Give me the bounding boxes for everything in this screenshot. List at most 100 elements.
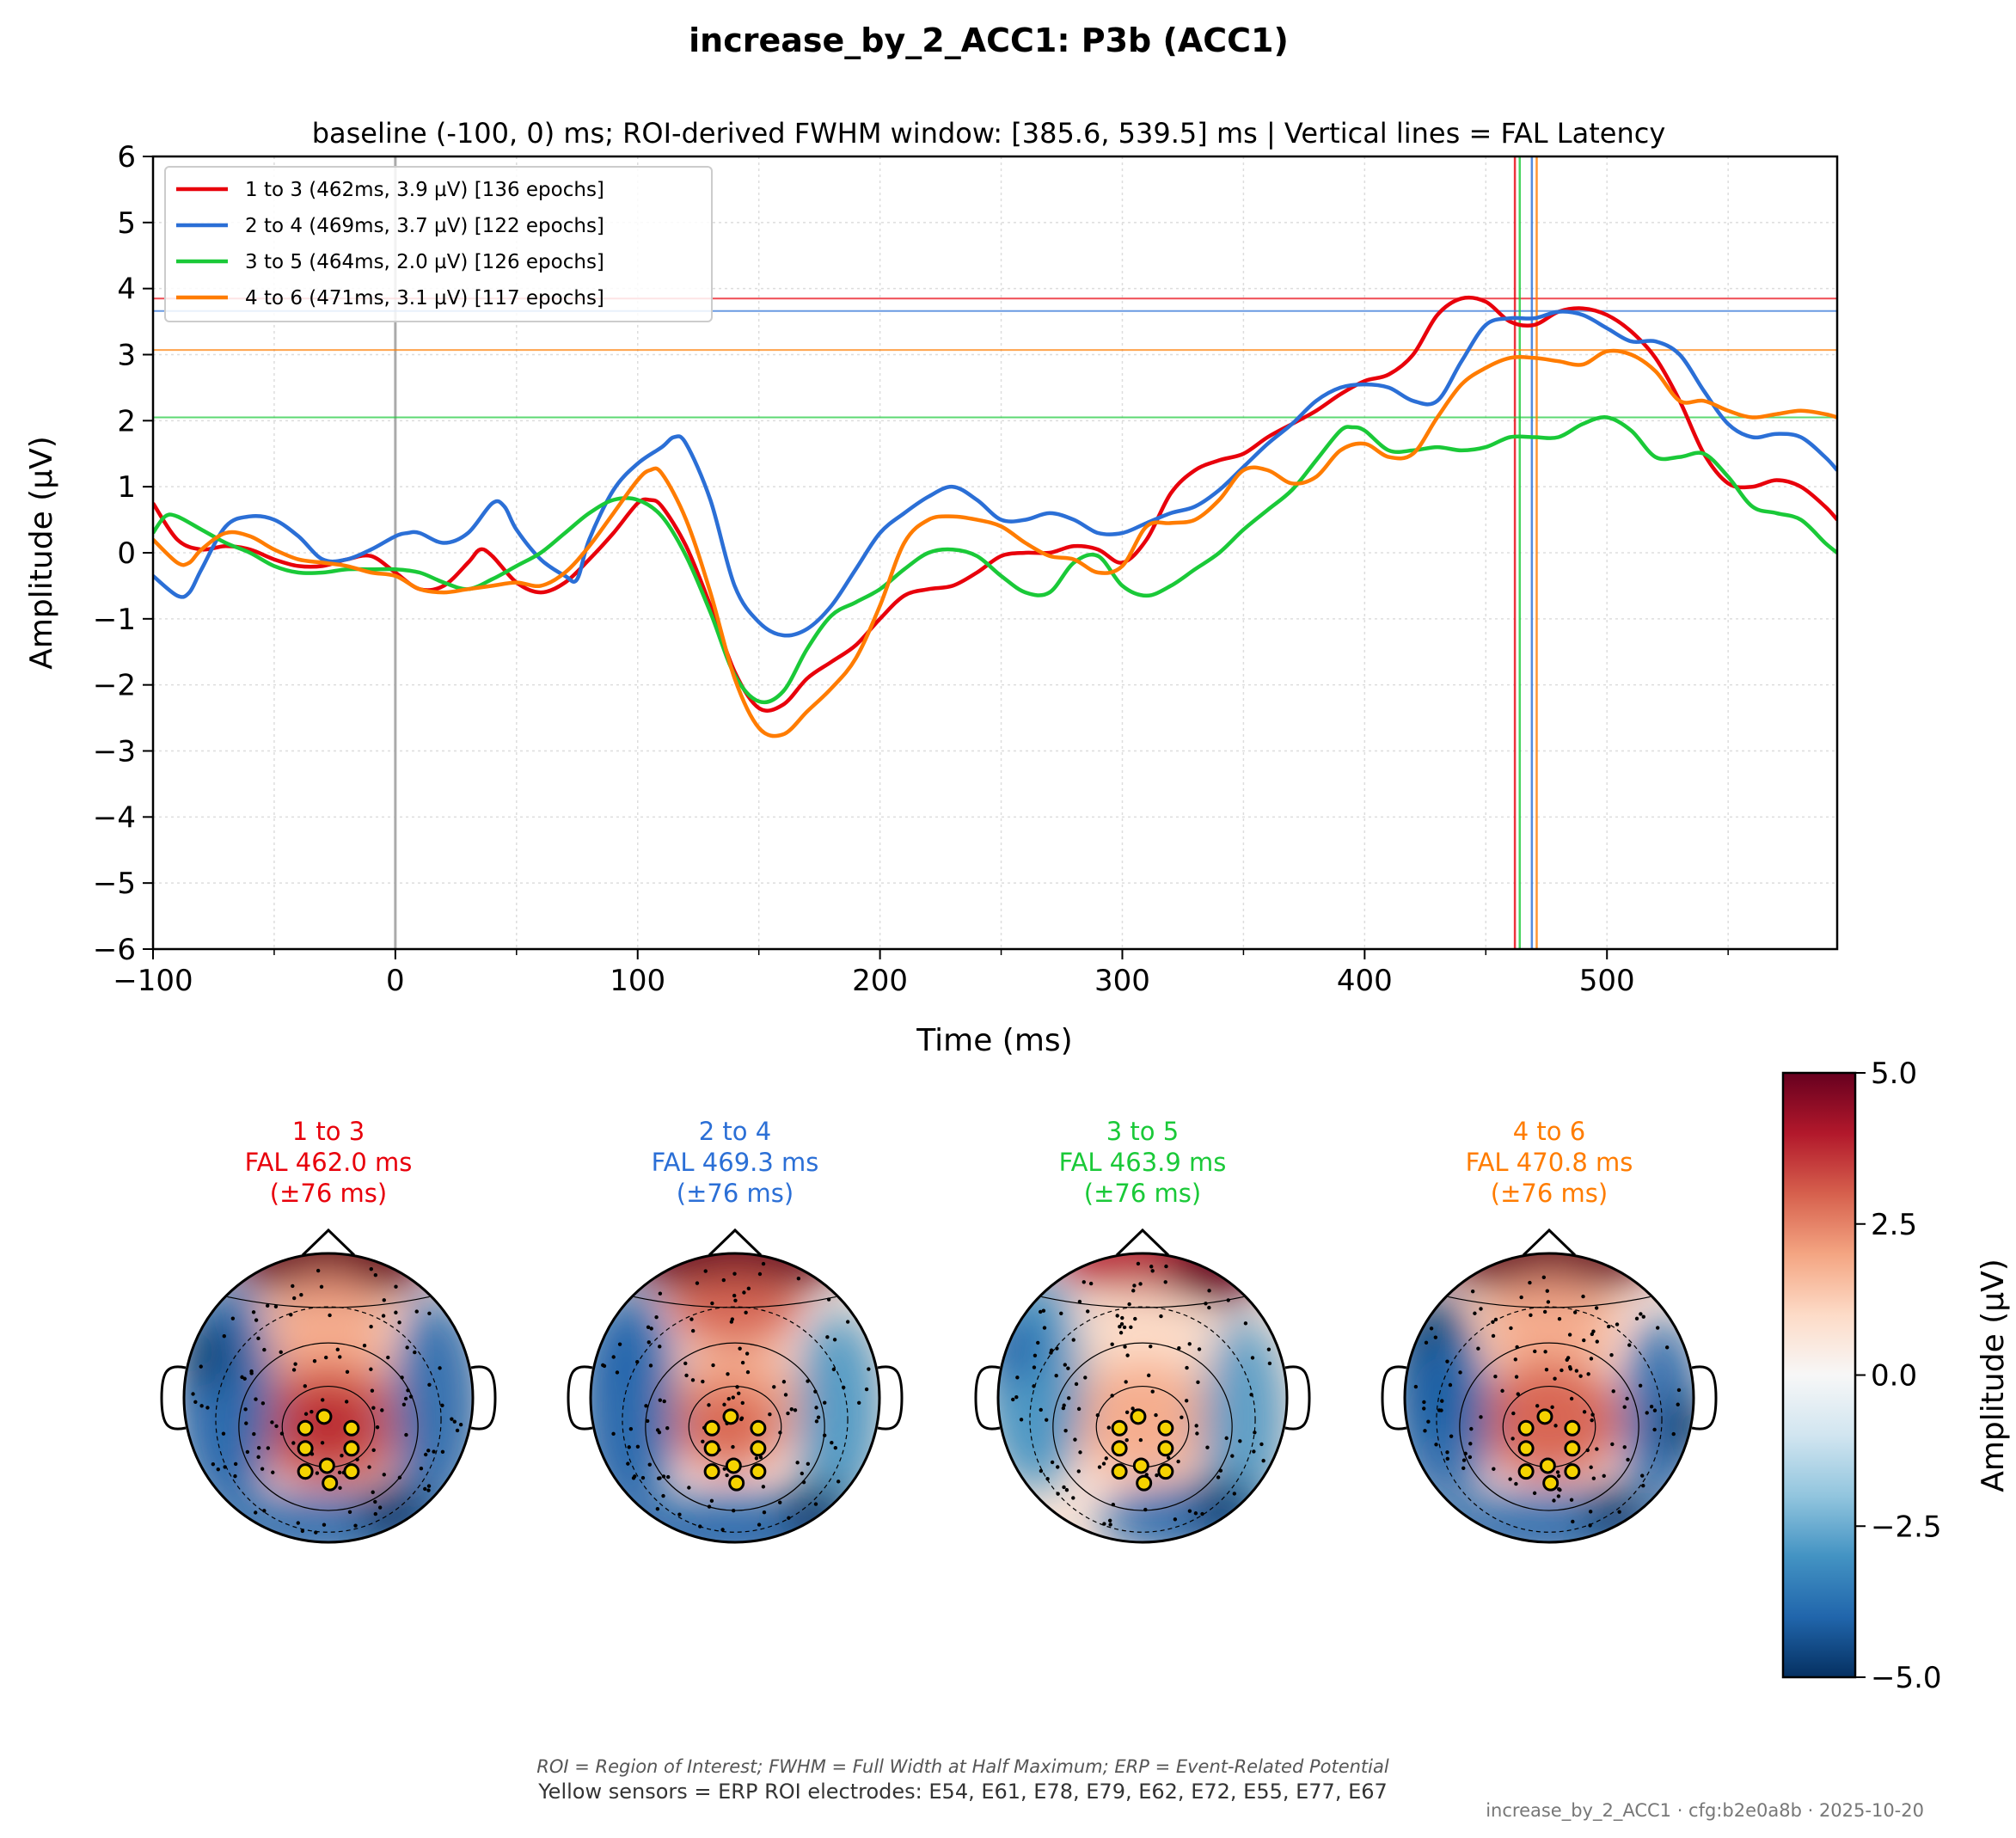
- sensor-dot: [337, 1470, 342, 1475]
- sensor-dot: [1131, 1289, 1136, 1293]
- sensor-dot: [369, 1367, 373, 1371]
- sensor-dot: [677, 1512, 682, 1516]
- sensor-dot: [1041, 1308, 1046, 1313]
- sensor-dot: [262, 1509, 267, 1513]
- sensor-dot: [223, 1465, 227, 1469]
- sensor-dot: [628, 1427, 634, 1431]
- sensor-dot: [1470, 1289, 1475, 1294]
- roi-sensor-marker: [297, 1463, 314, 1480]
- roi-sensor-marker: [1539, 1457, 1556, 1474]
- sensor-dot: [654, 1314, 659, 1320]
- sensor-dot: [626, 1461, 630, 1466]
- roi-sensor-marker: [1517, 1463, 1535, 1480]
- sensor-dot: [732, 1293, 737, 1298]
- sensor-dot: [662, 1399, 666, 1404]
- right-ear-icon: [1284, 1365, 1311, 1431]
- sensor-dot: [1014, 1394, 1019, 1400]
- roi-sensor-marker: [1564, 1463, 1581, 1480]
- sensor-dot: [279, 1350, 283, 1355]
- sensor-dot: [265, 1303, 270, 1308]
- topomap-field: [184, 1253, 473, 1542]
- right-ear-icon: [877, 1365, 904, 1431]
- roi-sensor-marker: [1564, 1419, 1581, 1437]
- sensor-dot: [1216, 1475, 1221, 1480]
- sensor-dot: [726, 1397, 731, 1401]
- left-ear-icon: [160, 1365, 187, 1431]
- sensor-dot: [611, 1431, 616, 1437]
- sensor-dot: [1607, 1324, 1611, 1329]
- sensor-dot: [299, 1292, 303, 1297]
- sensor-dot: [1582, 1410, 1587, 1414]
- roi-sensor-marker: [750, 1440, 767, 1457]
- sensor-dot: [369, 1325, 373, 1329]
- sensor-dot: [1422, 1406, 1426, 1411]
- sensor-dot: [768, 1412, 772, 1417]
- sensor-dot: [1207, 1289, 1211, 1293]
- roi-sensor-marker: [1517, 1419, 1535, 1437]
- sensor-dot: [1063, 1363, 1068, 1367]
- y-tick-label: 4: [117, 273, 136, 307]
- sensor-dot: [1586, 1372, 1590, 1376]
- roi-sensor-marker: [703, 1463, 720, 1480]
- x-tick-label: −100: [113, 964, 193, 998]
- sensor-dot: [631, 1476, 636, 1480]
- sensor-dot: [1173, 1517, 1178, 1522]
- sensor-dot: [452, 1419, 457, 1424]
- sensor-dot: [1119, 1321, 1124, 1326]
- sensor-dot: [1226, 1298, 1230, 1302]
- topomap-field: [591, 1253, 879, 1542]
- sensor-dot: [249, 1371, 254, 1375]
- sensor-dot: [701, 1439, 705, 1444]
- sensor-dot: [648, 1363, 653, 1368]
- sensor-dot: [1149, 1345, 1153, 1349]
- sensor-dot: [1437, 1408, 1442, 1412]
- sensor-dot: [254, 1318, 259, 1322]
- sensor-dot: [353, 1523, 358, 1528]
- sensor-dot: [711, 1363, 715, 1368]
- sensor-dot: [1062, 1485, 1066, 1490]
- sensor-dot: [1132, 1284, 1137, 1288]
- sensor-dot: [1615, 1322, 1620, 1326]
- topomap-blob: [1484, 1275, 1615, 1376]
- sensor-dot: [1638, 1383, 1643, 1388]
- sensor-dot: [1445, 1359, 1449, 1363]
- sensor-dot: [1588, 1523, 1592, 1528]
- roi-sensor-marker: [1111, 1440, 1128, 1457]
- roi-sensor-marker: [703, 1419, 720, 1437]
- sensor-dot: [1064, 1487, 1069, 1492]
- sensor-dot: [319, 1284, 324, 1290]
- sensor-dot: [1163, 1280, 1167, 1284]
- roi-sensor-marker: [1542, 1474, 1559, 1492]
- sensor-dot: [745, 1369, 751, 1375]
- sensor-dot: [1073, 1437, 1077, 1442]
- sensor-dot: [722, 1402, 726, 1407]
- sensor-dot: [414, 1309, 419, 1314]
- sensor-dot: [601, 1363, 605, 1368]
- roi-sensor-marker: [1111, 1419, 1128, 1437]
- roi-sensor-marker: [1157, 1440, 1174, 1457]
- sensor-dot: [1250, 1356, 1255, 1360]
- sensor-dot: [1159, 1314, 1163, 1319]
- sensor-dot: [1195, 1431, 1199, 1436]
- sensor-dot: [1611, 1389, 1615, 1394]
- topomap-blob: [1441, 1253, 1658, 1297]
- sensor-dot: [1049, 1348, 1054, 1352]
- sensor-dot: [1569, 1498, 1574, 1502]
- sensor-dot: [644, 1404, 648, 1408]
- sensor-dot: [312, 1359, 317, 1363]
- sensor-dot: [1544, 1367, 1549, 1372]
- sensor-dot: [1567, 1364, 1572, 1369]
- roi-sensor-marker: [316, 1408, 333, 1425]
- legend: 1 to 3 (462ms, 3.9 µV) [136 epochs] 2 to …: [164, 166, 713, 322]
- sensor-dot: [427, 1311, 432, 1315]
- sensor-dot: [1468, 1455, 1473, 1460]
- sensor-dot: [761, 1485, 766, 1489]
- sensor-dot: [813, 1502, 818, 1506]
- sensor-dot: [273, 1304, 279, 1308]
- sensor-dot: [1656, 1326, 1660, 1330]
- sensor-dot: [1207, 1305, 1211, 1310]
- topomap-blob: [795, 1311, 879, 1514]
- sensor-dot: [647, 1462, 652, 1467]
- sensor-dot: [369, 1266, 374, 1271]
- sensor-dot: [1194, 1424, 1198, 1428]
